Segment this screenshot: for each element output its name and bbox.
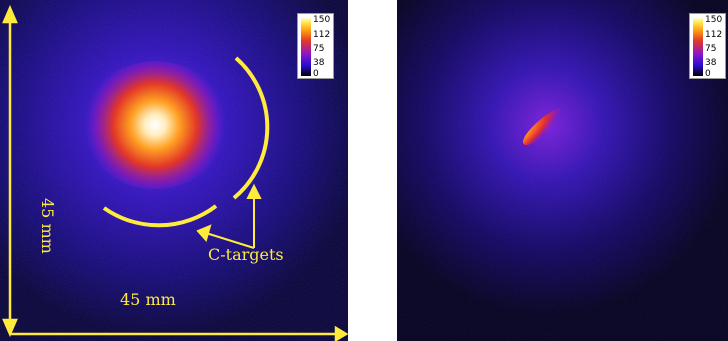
- colorbar-gradient: [301, 18, 311, 76]
- beam-image-right: 150 112 75 38 0: [397, 0, 728, 341]
- colorbar-gradient: [693, 18, 703, 76]
- c-target-arc-right: [232, 56, 270, 200]
- colorbar-tick: 75: [705, 44, 717, 54]
- colorbar-tick: 38: [313, 58, 325, 68]
- x-dimension-label: 45 mm: [120, 290, 176, 309]
- beam-image-left: 150 112 75 38 0 45 mm 45 mm C-targets: [0, 0, 348, 341]
- beam-profile-right: [397, 0, 728, 341]
- colorbar-tick: 0: [705, 69, 711, 79]
- y-dimension-label: 45 mm: [38, 198, 57, 254]
- c-targets-label: C-targets: [208, 245, 284, 264]
- colorbar-tick: 0: [313, 69, 319, 79]
- colorbar-tick: 38: [705, 58, 717, 68]
- colorbar-tick: 112: [313, 30, 331, 40]
- dimension-arrows: [2, 4, 348, 341]
- pointer-arrows: [196, 183, 262, 249]
- colorbar-tick: 150: [313, 15, 331, 25]
- colorbar-tick: 75: [313, 44, 325, 54]
- beam-profile-left: [0, 0, 348, 341]
- colorbar-tick: 112: [705, 30, 723, 40]
- colorbar-right: 150 112 75 38 0: [689, 13, 726, 79]
- colorbar-left: 150 112 75 38 0: [297, 13, 334, 79]
- c-target-arc-bottom: [102, 204, 218, 228]
- colorbar-tick: 150: [705, 15, 723, 25]
